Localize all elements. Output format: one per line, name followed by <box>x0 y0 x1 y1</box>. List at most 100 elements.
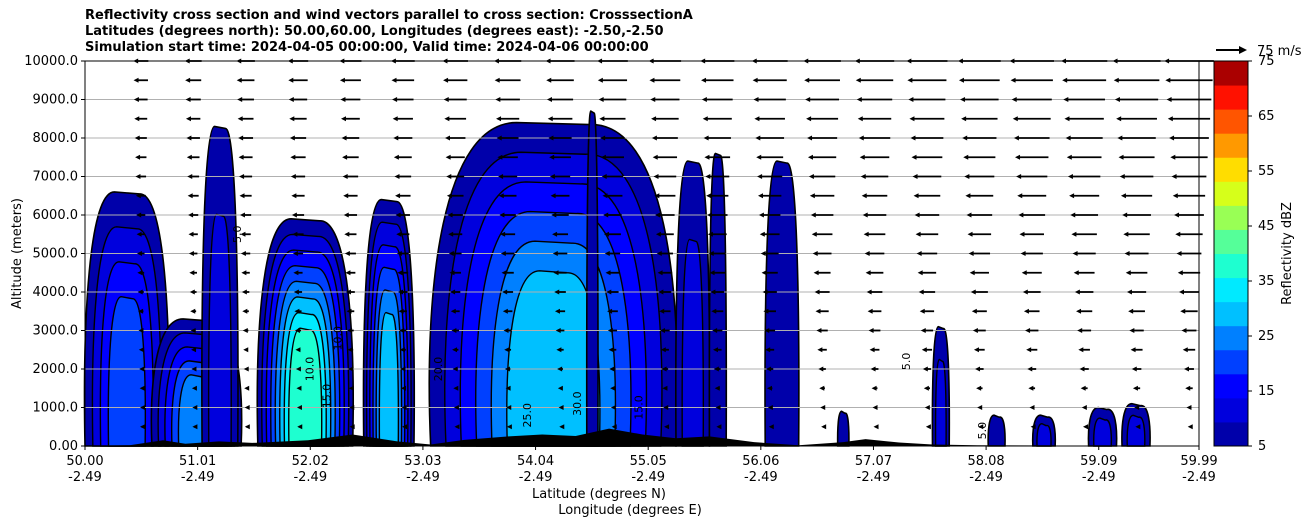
wind-arrow <box>703 135 731 141</box>
wind-arrow <box>1023 308 1040 314</box>
wind-arrow <box>1080 385 1088 391</box>
wind-arrow <box>191 366 197 372</box>
y-tick-label: 0.00 <box>49 439 78 454</box>
wind-arrow <box>818 366 826 372</box>
wind-arrow <box>817 347 827 353</box>
wind-arrow <box>1119 174 1154 179</box>
wind-arrow <box>1013 135 1050 141</box>
wind-arrow <box>506 424 512 430</box>
contour-label: 10.0 <box>331 326 344 351</box>
wind-arrow <box>607 328 618 333</box>
wind-arrow <box>1181 328 1197 333</box>
wind-arrow <box>661 366 669 372</box>
wind-arrow <box>599 116 626 122</box>
wind-arrow <box>863 231 886 237</box>
wind-arrow <box>342 174 359 179</box>
wind-arrow <box>448 251 462 256</box>
x-tick-lon-label: -2.49 <box>68 470 102 485</box>
wind-arrow <box>452 366 458 372</box>
contour-label: 30.0 <box>571 391 584 416</box>
reflectivity-cell <box>987 414 1006 447</box>
wind-arrow <box>191 347 197 353</box>
wind-arrow <box>820 405 826 410</box>
wind-arrow <box>766 366 774 372</box>
colorbar-swatch <box>1214 229 1248 254</box>
wind-arrow <box>1074 289 1094 295</box>
contour-label: 15.0 <box>320 384 333 409</box>
wind-arrow <box>860 174 889 179</box>
wind-arrow <box>555 328 565 333</box>
wind-arrow <box>866 289 883 295</box>
wind-arrow <box>454 424 460 430</box>
x-tick-lon-label: -2.49 <box>1182 470 1216 485</box>
wind-arrow <box>187 193 199 199</box>
wind-arrow <box>444 116 467 122</box>
wind-arrow <box>443 77 468 83</box>
wind-arrow <box>244 405 250 410</box>
wind-arrow <box>659 308 671 314</box>
wind-arrow <box>658 289 672 295</box>
wind-arrow <box>241 289 250 295</box>
wind-arrow <box>707 231 727 237</box>
y-tick-label: 2000.0 <box>33 362 79 377</box>
x-tick-label: 50.00 <box>66 454 103 469</box>
wind-arrow <box>554 289 566 295</box>
wind-arrow <box>192 424 198 430</box>
wind-arrow <box>1179 289 1199 295</box>
colorbar-label: Reflectivity dBZ <box>1280 202 1295 305</box>
wind-arrow <box>1029 405 1035 410</box>
wind-arrow <box>1116 116 1157 122</box>
terrain-shape <box>85 428 1199 446</box>
wind-arrow <box>758 193 782 199</box>
wind-arrow <box>855 77 894 83</box>
wind-arrow <box>754 116 785 122</box>
wind-arrow <box>1011 97 1052 102</box>
wind-arrow <box>709 270 725 276</box>
wind-arrow <box>1070 212 1099 218</box>
wind-arrow <box>604 251 621 256</box>
wind-arrow <box>814 289 830 295</box>
wind-arrow <box>764 328 776 333</box>
contour-label: 10.0 <box>304 357 317 382</box>
wind-arrow <box>1017 193 1047 199</box>
x-tick-lon-label: -2.49 <box>631 470 665 485</box>
wind-arrow <box>188 231 198 237</box>
wind-arrow <box>714 385 720 391</box>
wind-arrow <box>1166 97 1212 102</box>
wind-arrow <box>610 385 616 391</box>
wind-arrow <box>760 251 779 256</box>
wind-arrow <box>1081 405 1087 410</box>
wind-arrow <box>921 347 933 353</box>
wind-arrow <box>135 154 147 160</box>
wind-arrow <box>976 385 983 391</box>
wind-arrow <box>238 135 254 141</box>
contour-label: 15.0 <box>633 395 646 420</box>
wind-arrow <box>922 366 932 372</box>
wind-arrow <box>1176 251 1202 256</box>
wind-arrow <box>1165 77 1213 83</box>
wind-arrow <box>341 116 360 122</box>
wind-arrow <box>768 424 774 430</box>
wind-arrow <box>969 270 989 276</box>
colorbar-tick-label: 65 <box>1258 109 1275 124</box>
x-tick-lon-label: -2.49 <box>1082 470 1116 485</box>
wind-arrow <box>1022 289 1041 295</box>
wind-arrow <box>1018 212 1046 218</box>
wind-arrow <box>136 251 145 256</box>
wind-arrow <box>239 193 252 199</box>
wind-arrow <box>662 385 668 391</box>
contour-level-10 <box>1126 414 1146 447</box>
colorbar-tick-label: 5 <box>1258 439 1266 454</box>
wind-arrow <box>656 251 673 256</box>
reflectivity-cell <box>362 198 416 447</box>
wind-arrow <box>1180 308 1198 314</box>
wind-arrow <box>288 77 308 83</box>
wind-arrow <box>505 385 511 391</box>
wind-arrow <box>443 97 467 102</box>
wind-arrow <box>446 174 465 179</box>
y-tick-label: 4000.0 <box>33 285 79 300</box>
wind-arrow <box>804 77 840 83</box>
wind-arrow <box>342 154 359 160</box>
wind-arrow <box>870 366 879 372</box>
